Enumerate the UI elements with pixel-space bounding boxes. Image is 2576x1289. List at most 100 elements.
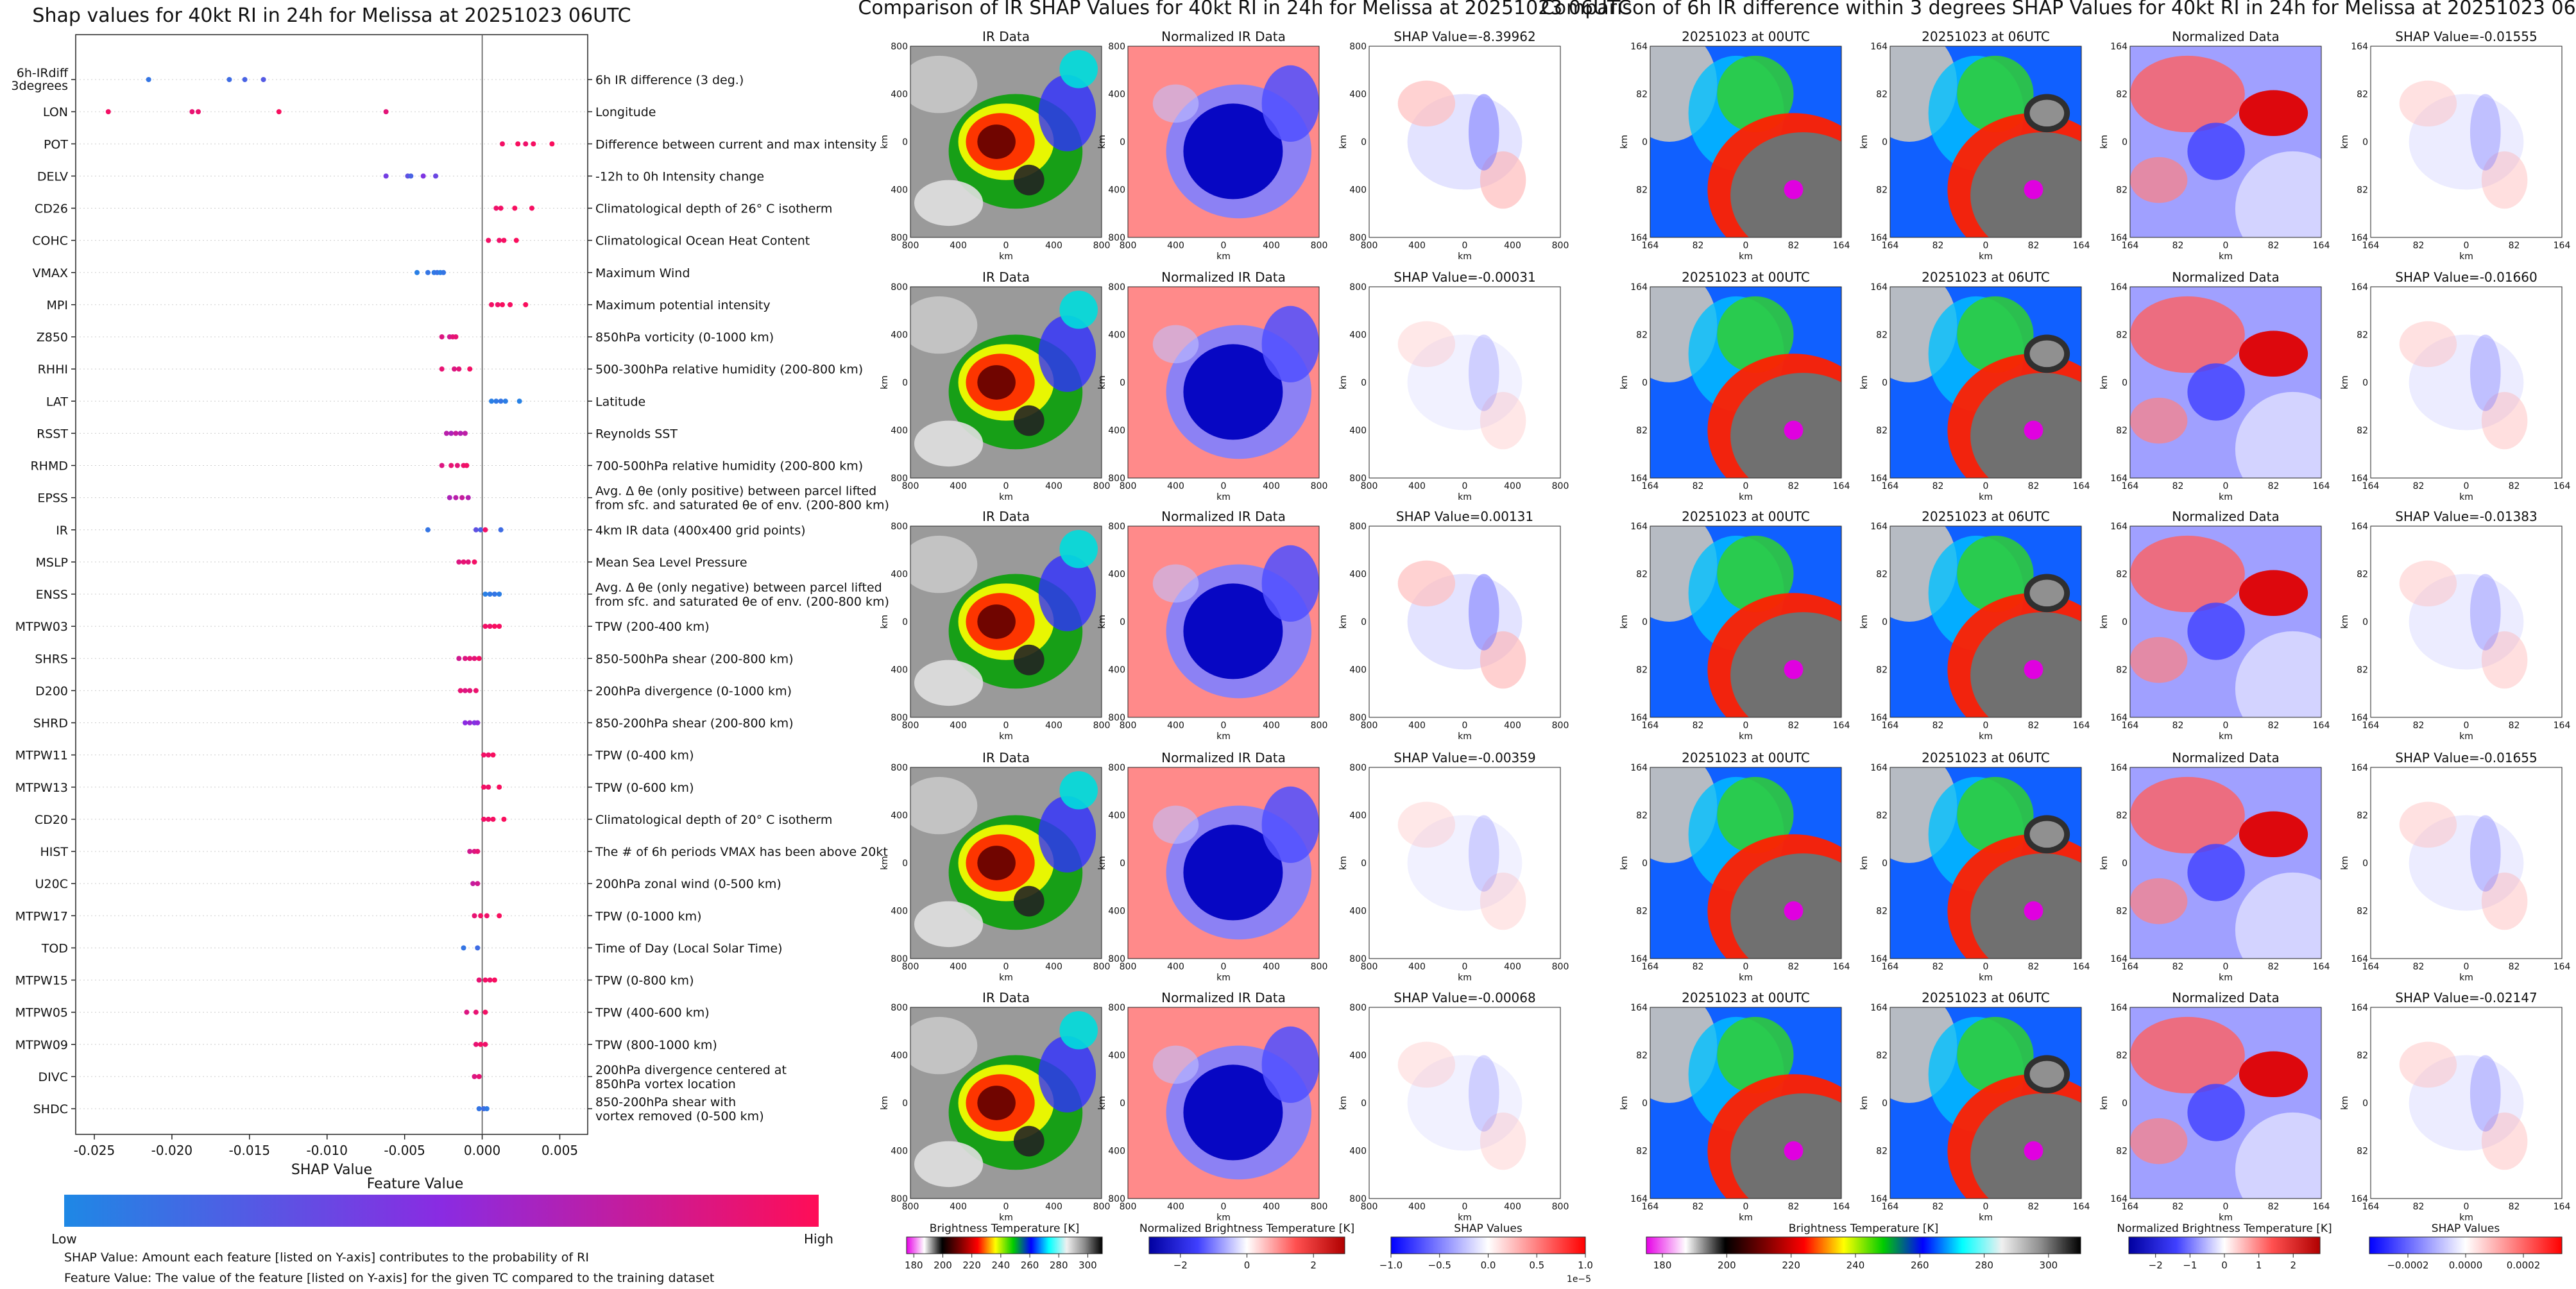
x-axis-km-label: km <box>2219 492 2233 502</box>
shap-point <box>433 173 439 179</box>
feature-desc-1: Longitude <box>595 105 656 119</box>
map-feature <box>1152 1045 1199 1084</box>
map-feature <box>1059 49 1098 89</box>
feature-name-11: RSST <box>37 427 68 441</box>
ir-colorbar-tick-label: 180 <box>905 1259 923 1271</box>
y-tick-label: 400 <box>1349 665 1367 676</box>
x-tick-label: 82 <box>1932 241 1944 251</box>
ir-colorbar-label-0: Brightness Temperature [K] <box>930 1222 1079 1235</box>
x-tick-label: 0 <box>1983 241 1989 251</box>
y-tick-label: 0 <box>2122 378 2128 388</box>
feature-desc-28: TPW (0-800 km) <box>595 974 694 988</box>
y-tick-label: 0 <box>902 137 908 148</box>
map-frame <box>1889 46 2082 238</box>
feature-name-5: COHC <box>32 234 68 248</box>
diff-normalized-title: Normalized Data <box>2172 990 2280 1005</box>
x-tick-label: 800 <box>1361 1202 1378 1212</box>
feature-name-3: DELV <box>37 169 68 184</box>
map-feature <box>977 604 1016 639</box>
map-feature <box>2024 420 2043 440</box>
feature-name-21: MTPW11 <box>15 749 68 763</box>
y-tick-label: 0 <box>1361 617 1367 627</box>
y-tick-label: 82 <box>2116 570 2128 580</box>
y-axis-km-label: km <box>1338 615 1349 629</box>
y-tick-label: 164 <box>2110 474 2128 484</box>
y-tick-label: 82 <box>2357 907 2368 917</box>
map-feature <box>1013 885 1045 917</box>
map-feature <box>1717 1016 1794 1094</box>
x-tick-label: 164 <box>1882 962 1899 972</box>
map-frame <box>910 767 1102 959</box>
y-tick-label: 400 <box>1349 1147 1367 1157</box>
shap-point <box>493 205 499 211</box>
x-tick-label: 800 <box>1093 241 1111 251</box>
x-tick-label: 82 <box>2413 721 2425 731</box>
x-tick-label: 800 <box>1093 481 1111 491</box>
y-tick-label: 82 <box>1636 1147 1648 1157</box>
x-axis-km-label: km <box>999 973 1013 983</box>
x-tick-label: 400 <box>1504 1202 1521 1212</box>
x-axis-km-label: km <box>2459 492 2473 502</box>
ir-colorbar-2 <box>1390 1236 1586 1254</box>
feature-name-6: VMAX <box>33 266 68 280</box>
shap-point <box>490 816 496 822</box>
x-tick-label: 0 <box>1221 481 1227 491</box>
map-feature <box>1784 901 1804 921</box>
shap-point <box>486 237 491 243</box>
shap-point <box>472 559 477 565</box>
x-tick-label: 800 <box>1120 481 1137 491</box>
map-feature <box>2399 80 2457 127</box>
y-tick-label: 800 <box>1349 763 1367 773</box>
map-feature <box>2235 631 2321 717</box>
x-axis-km-label: km <box>1458 973 1472 983</box>
map-frame <box>1889 767 2082 959</box>
x-tick-label: 82 <box>2413 1202 2425 1212</box>
map-feature <box>2469 574 2501 651</box>
x-tick-label: 800 <box>1311 241 1328 251</box>
map-feature <box>1038 74 1096 151</box>
y-tick-label: 0 <box>2362 1098 2368 1109</box>
ir-colorbar-tick-label: 200 <box>934 1259 952 1271</box>
y-axis-km-label: km <box>1338 135 1349 149</box>
x-tick-label: -0.005 <box>384 1143 425 1158</box>
x-tick-label: 0 <box>2223 481 2229 491</box>
ir-colorbar-tick-label: 0 <box>1244 1259 1250 1271</box>
ir-colorbar-tick-label: 220 <box>962 1259 981 1271</box>
shap-point <box>493 398 499 404</box>
y-tick-label: 400 <box>1349 426 1367 436</box>
shap-point <box>470 881 476 887</box>
y-tick-label: 800 <box>1108 522 1125 532</box>
feature-name-14: IR <box>56 524 68 538</box>
map-frame <box>2129 286 2322 479</box>
y-tick-label: 164 <box>2351 763 2368 773</box>
map-feature <box>2024 180 2043 200</box>
y-tick-label: 800 <box>1108 233 1125 243</box>
ir-image <box>910 1007 1102 1199</box>
feature-name-12: RHMD <box>30 459 68 474</box>
x-tick-label: 164 <box>2313 481 2330 491</box>
map-feature <box>1957 776 2034 854</box>
x-tick-label: 800 <box>1552 241 1569 251</box>
x-tick-label: 400 <box>1167 721 1184 731</box>
x-tick-label: 164 <box>2073 721 2090 731</box>
map-feature <box>2481 391 2528 450</box>
y-tick-label: 800 <box>891 522 908 532</box>
feature-name-4: CD26 <box>35 202 68 216</box>
ir-diff-image <box>1650 1007 1841 1199</box>
ir-shap-value-title: SHAP Value=-0.00031 <box>1394 269 1535 285</box>
x-axis-km-label: km <box>1979 492 1993 502</box>
map-feature <box>2409 334 2524 431</box>
shap-point <box>196 109 201 115</box>
diff-colorbar-tick-label: 0.0002 <box>2507 1259 2541 1271</box>
y-tick-label: 800 <box>1108 282 1125 293</box>
x-tick-label: 0 <box>1462 721 1468 731</box>
x-axis-km-label: km <box>1216 1213 1231 1223</box>
map-feature <box>2239 811 2308 858</box>
shap-point <box>447 495 452 500</box>
x-tick-label: 82 <box>2172 1202 2184 1212</box>
y-axis-km-label: km <box>880 375 890 389</box>
y-tick-label: 400 <box>1349 90 1367 100</box>
y-tick-label: 164 <box>1870 1003 1888 1013</box>
x-tick-label: 164 <box>1642 721 1659 731</box>
y-tick-label: 800 <box>1349 713 1367 723</box>
